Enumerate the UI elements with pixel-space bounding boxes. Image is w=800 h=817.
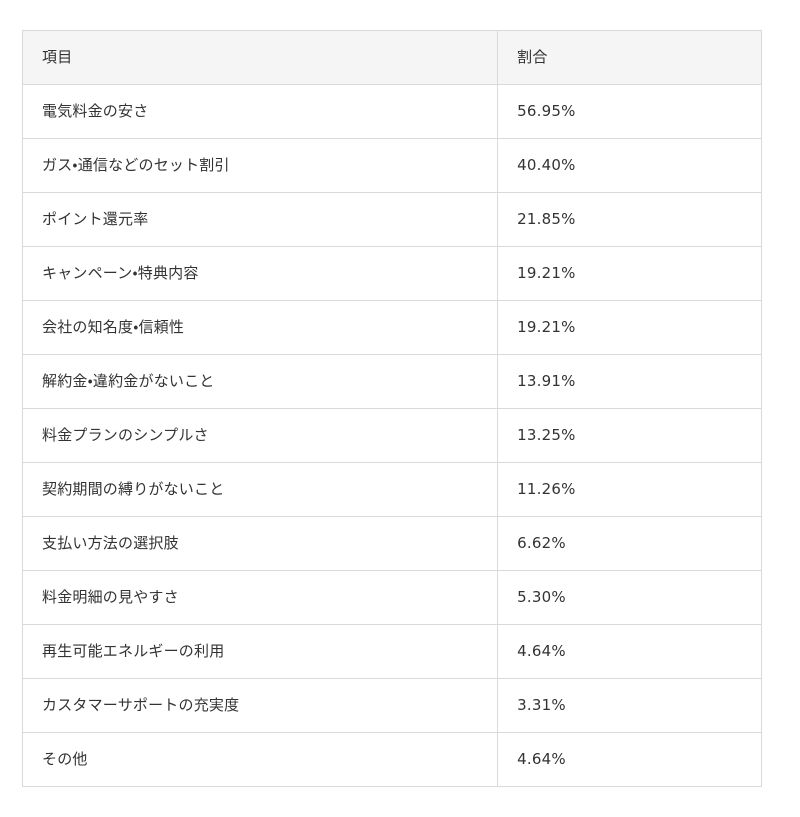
item-cell: カスタマーサポートの充実度 (21, 678, 499, 733)
item-cell: 料金明細の見やすさ (21, 570, 499, 625)
value-cell: 19.21% (497, 246, 762, 301)
item-cell: ポイント還元率 (21, 192, 499, 247)
header-row: 項目 割合 (21, 30, 762, 85)
table-row: 会社の知名度・信頼性 19.21% (21, 300, 762, 355)
item-cell: 解約金・違約金がないこと (21, 354, 499, 409)
item-cell: ガス・通信などのセット割引 (21, 138, 499, 193)
value-cell: 4.64% (497, 624, 762, 679)
table-body: 電気料金の安さ 56.95% ガス・通信などのセット割引 40.40% ポイント… (21, 84, 762, 787)
item-cell: 電気料金の安さ (21, 84, 499, 139)
table-row: 料金明細の見やすさ 5.30% (21, 570, 762, 625)
item-cell: 会社の知名度・信頼性 (21, 300, 499, 355)
table-row: ガス・通信などのセット割引 40.40% (21, 138, 762, 193)
value-cell: 56.95% (497, 84, 762, 139)
header-cell-ratio: 割合 (497, 30, 762, 85)
table-header: 項目 割合 (21, 30, 762, 85)
survey-results-table: 項目 割合 電気料金の安さ 56.95% ガス・通信などのセット割引 40.40… (21, 30, 762, 787)
item-cell: キャンペーン・特典内容 (21, 246, 499, 301)
value-cell: 19.21% (497, 300, 762, 355)
item-cell: 契約期間の縛りがないこと (21, 462, 499, 517)
value-cell: 21.85% (497, 192, 762, 247)
value-cell: 40.40% (497, 138, 762, 193)
value-cell: 11.26% (497, 462, 762, 517)
item-cell: 再生可能エネルギーの利用 (21, 624, 499, 679)
table-row: 料金プランのシンプルさ 13.25% (21, 408, 762, 463)
table-row: 再生可能エネルギーの利用 4.64% (21, 624, 762, 679)
value-cell: 13.25% (497, 408, 762, 463)
table-row: 支払い方法の選択肢 6.62% (21, 516, 762, 571)
item-cell: 支払い方法の選択肢 (21, 516, 499, 571)
item-cell: 料金プランのシンプルさ (21, 408, 499, 463)
item-cell: その他 (21, 732, 499, 787)
table-row: ポイント還元率 21.85% (21, 192, 762, 247)
table-row: キャンペーン・特典内容 19.21% (21, 246, 762, 301)
value-cell: 4.64% (497, 732, 762, 787)
survey-table-container: 項目 割合 電気料金の安さ 56.95% ガス・通信などのセット割引 40.40… (21, 30, 762, 787)
value-cell: 6.62% (497, 516, 762, 571)
table-row: 解約金・違約金がないこと 13.91% (21, 354, 762, 409)
value-cell: 5.30% (497, 570, 762, 625)
table-row: カスタマーサポートの充実度 3.31% (21, 678, 762, 733)
table-row: 契約期間の縛りがないこと 11.26% (21, 462, 762, 517)
table-row: 電気料金の安さ 56.95% (21, 84, 762, 139)
table-row: その他 4.64% (21, 732, 762, 787)
header-cell-item: 項目 (21, 30, 499, 85)
value-cell: 3.31% (497, 678, 762, 733)
value-cell: 13.91% (497, 354, 762, 409)
